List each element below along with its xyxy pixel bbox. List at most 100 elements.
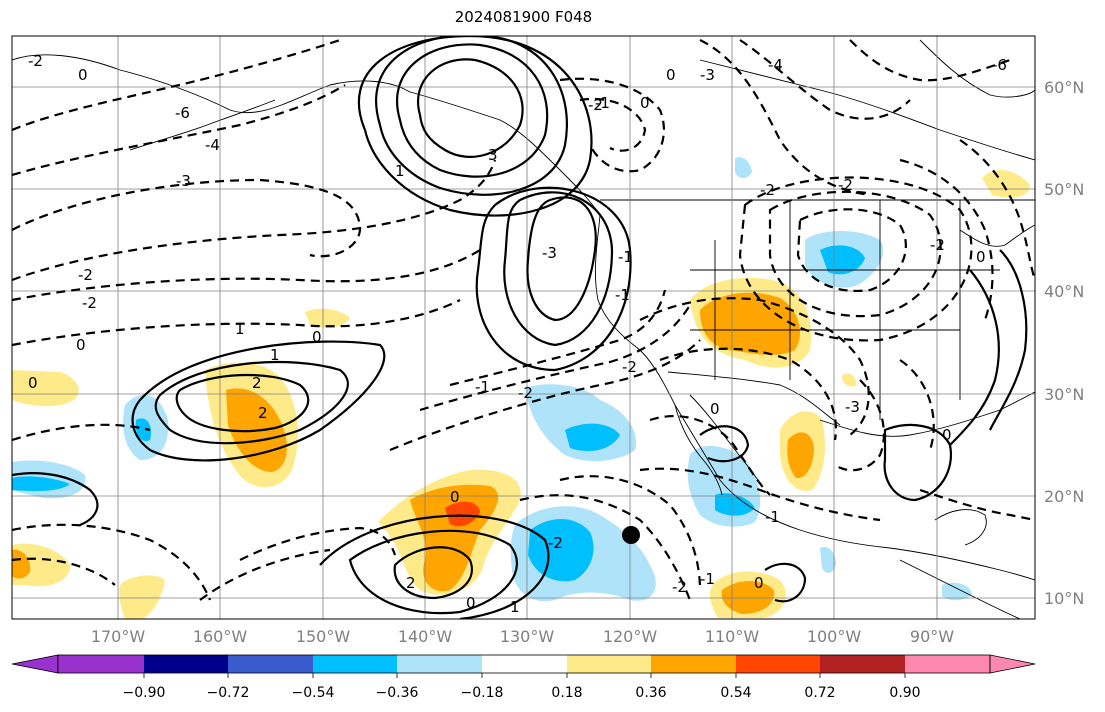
central-america — [899, 559, 1021, 619]
contour-gulf-baja — [699, 425, 750, 463]
contour-east-neg-2 — [899, 158, 994, 321]
contour-north-pacific-zero — [12, 299, 461, 347]
contour-bering-neg-2 — [12, 84, 346, 177]
hudson-bay — [919, 39, 1035, 98]
contour-canada-neg-1 — [699, 39, 871, 197]
lon-label: 100°W — [807, 627, 862, 646]
gulf-coast — [819, 391, 1035, 437]
colorbar-segment — [397, 655, 482, 673]
contour-trough-west-coast-3 — [475, 186, 632, 372]
colorbar-label: −0.36 — [376, 685, 419, 701]
colorbar-label: −0.72 — [207, 685, 250, 701]
contour-central-pacific-1 — [393, 546, 473, 600]
colorbar-segment — [482, 655, 567, 673]
contour-label: -2 — [760, 181, 775, 199]
warm-anomaly-central-pacific-peak — [445, 501, 480, 527]
cool-anomaly-plains-core — [820, 245, 865, 275]
contour-east-pacific-neg — [559, 475, 702, 591]
coastlines — [12, 39, 1035, 619]
cool-anomaly-baja-core — [715, 493, 755, 516]
colorbar-label: 0.72 — [804, 685, 835, 701]
contour-east-neg — [959, 139, 1035, 281]
contour-label: -2 — [672, 578, 687, 596]
north-america-west-coast — [594, 214, 1035, 581]
contour-south-neg-4 — [12, 557, 116, 586]
contour-pacific-nw-neg — [559, 77, 665, 173]
contour-label: 0 — [28, 374, 38, 392]
contour-label: -4 — [768, 56, 783, 74]
contour-arctic-neg — [849, 39, 1011, 82]
colorbar-segment — [736, 655, 820, 673]
contour-south-neg-2 — [199, 548, 331, 601]
storm-center-dot — [622, 526, 640, 544]
lat-label: 30°N — [1044, 385, 1084, 404]
contour-east-trough-2 — [949, 269, 1000, 446]
contour-label: -2 — [28, 52, 43, 70]
contour-east-trough — [989, 249, 1028, 431]
warm-anomaly-west-edge — [12, 370, 79, 407]
contour-north-pacific-neg-2 — [12, 159, 497, 282]
contour-label: -3 — [700, 66, 715, 84]
longitude-labels: 170°W 160°W 150°W 140°W 130°W 120°W 110°… — [91, 627, 954, 646]
contour-label: -1 — [595, 94, 610, 112]
contour-central-pacific-2 — [348, 529, 518, 615]
contour-label: 0 — [466, 594, 476, 612]
contour-label: 1 — [395, 162, 405, 180]
contour-hawaii-low-2 — [154, 360, 349, 445]
colorbar: −0.90 −0.72 −0.54 −0.36 −0.18 0.18 0.36 … — [11, 654, 1036, 701]
contour-label: -1 — [765, 508, 780, 526]
warm-anomaly-small-1 — [305, 308, 350, 328]
contour-label: -3 — [845, 398, 860, 416]
contour-label: 2 — [258, 404, 268, 422]
contour-label: -1 — [475, 378, 490, 396]
colorbar-label: 0.54 — [720, 685, 751, 701]
lon-label: 110°W — [705, 627, 760, 646]
contour-subtrop-neg-2 — [419, 304, 691, 412]
contour-label: 0 — [312, 328, 322, 346]
contour-label: -4 — [205, 136, 220, 154]
contour-pacific-nw-neg-2 — [579, 97, 647, 152]
colorbar-segment — [228, 655, 313, 673]
colorbar-segment — [651, 655, 736, 673]
colorbar-label: −0.18 — [461, 685, 504, 701]
map-frame — [11, 35, 1036, 620]
colorbar-segment — [905, 655, 990, 673]
contour-label: 1 — [270, 346, 280, 364]
contour-mexico-ridge — [883, 423, 953, 502]
contour-label: -6 — [175, 104, 190, 122]
contour-label: 0 — [666, 66, 676, 84]
contour-label: 3 — [488, 146, 498, 164]
contour-gulf-alaska-4 — [358, 36, 593, 217]
contour-label: -1 — [615, 286, 630, 304]
alaska-coast — [12, 54, 601, 216]
contour-label: 2 — [252, 374, 262, 392]
cool-anomaly-canada — [735, 157, 752, 178]
baja-peninsula — [674, 404, 723, 496]
contour-gulf-alaska-2 — [396, 43, 549, 178]
cool-anomaly-subtropical-core — [565, 423, 620, 452]
lon-label: 120°W — [603, 627, 658, 646]
contour-caribbean-neg — [919, 488, 1035, 522]
contour-gulf-alaska-1 — [417, 58, 524, 158]
cool-anomaly-west-edge-core — [12, 476, 70, 492]
contour-south-neg — [239, 526, 397, 561]
contour-label: -2 — [838, 176, 853, 194]
colorbar-label: 0.18 — [551, 685, 582, 701]
colorbar-segment — [820, 655, 905, 673]
colorbar-label: −0.90 — [123, 685, 166, 701]
cool-anomaly-south-east — [942, 582, 972, 601]
contour-north-pacific-neg-1 — [12, 249, 481, 302]
contour-label: -2 — [588, 96, 603, 114]
lon-label: 140°W — [398, 627, 453, 646]
latitude-labels: 60°N 50°N 40°N 30°N 20°N 10°N — [1044, 78, 1084, 608]
negative-contours — [12, 38, 1035, 601]
contour-plains-low-3 — [738, 176, 973, 342]
lat-label: 20°N — [1044, 487, 1084, 506]
cool-anomaly-gulf — [820, 546, 836, 573]
contour-southwest-neg-2 — [659, 347, 837, 441]
contour-label: 0 — [754, 574, 764, 592]
colorbar-min-extension — [11, 654, 59, 674]
contour-central-pacific-3 — [319, 514, 550, 619]
contour-label: 0 — [640, 94, 650, 112]
